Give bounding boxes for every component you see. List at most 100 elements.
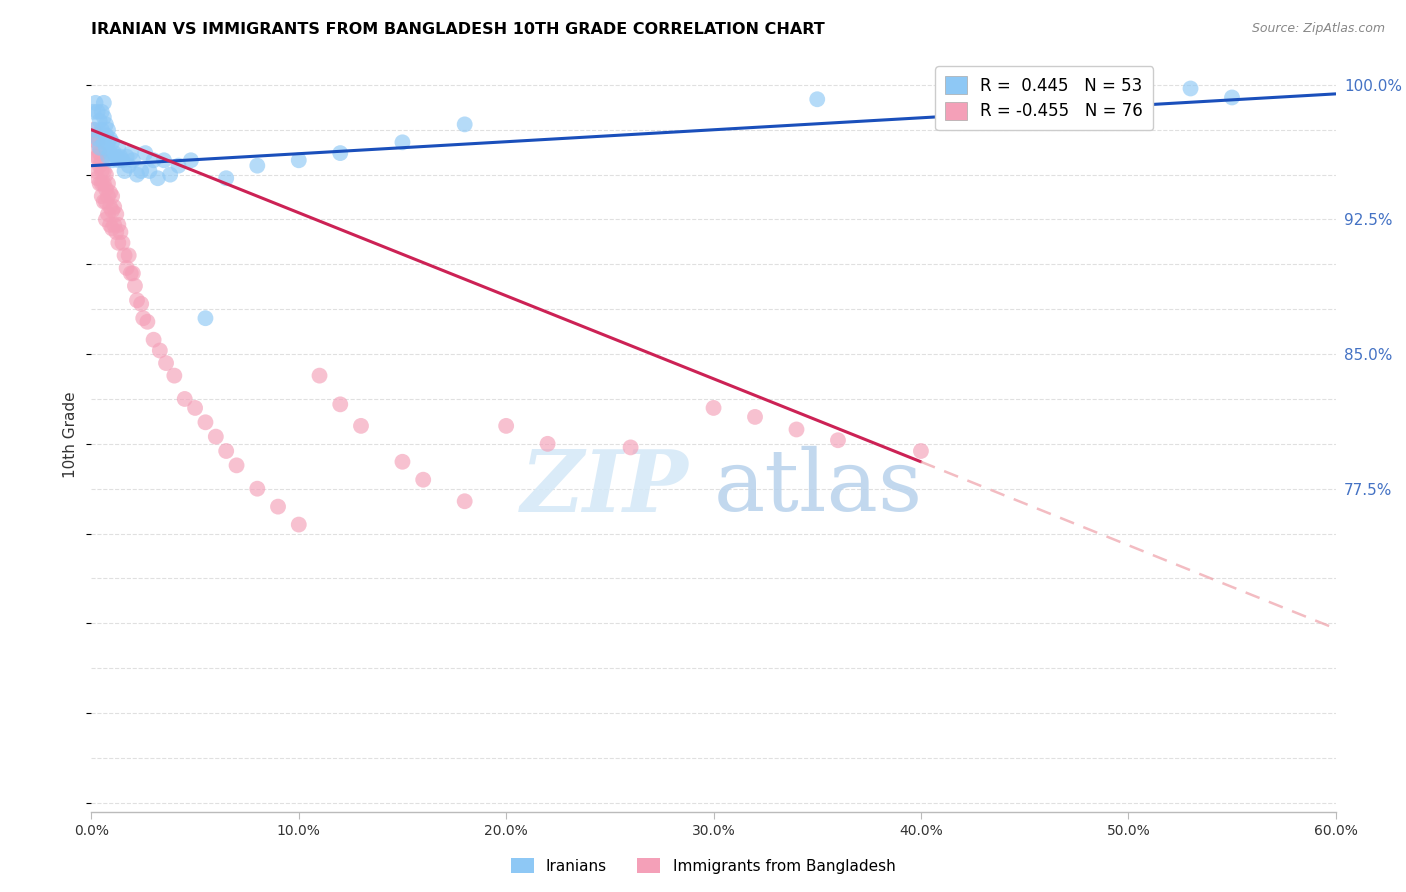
Point (827, 434, 849, 448)
Point (184, 401, 207, 415)
Point (391, 136, 413, 150)
Point (93, 136, 115, 150)
Point (84, 150, 107, 164)
Point (94, 128, 117, 143)
Point (101, 136, 124, 150)
Point (97, 177, 120, 191)
Point (125, 293, 148, 308)
Point (1220, 90, 1243, 104)
Point (142, 333, 165, 347)
Point (97, 150, 120, 164)
Point (121, 266, 145, 280)
Point (103, 218, 125, 232)
Point (84, 128, 107, 143)
Point (89, 146, 111, 161)
Point (159, 168, 181, 182)
Point (94, 141, 117, 155)
Point (82, 104, 104, 119)
Point (118, 248, 141, 262)
Point (167, 159, 190, 173)
Point (84, 95, 107, 110)
Point (111, 153, 134, 168)
Point (267, 500, 290, 514)
Point (93, 164, 115, 178)
Point (111, 235, 134, 250)
Point (194, 415, 217, 429)
Point (94, 194, 117, 209)
Point (205, 430, 228, 444)
Point (97, 122, 120, 136)
Point (105, 225, 128, 239)
Point (453, 117, 475, 131)
Point (146, 171, 169, 186)
Point (138, 164, 160, 178)
Point (785, 422, 807, 436)
Point (86, 104, 108, 119)
Point (101, 203, 124, 218)
Point (103, 146, 125, 161)
Y-axis label: 10th Grade: 10th Grade (63, 392, 79, 478)
Point (153, 153, 176, 168)
Text: atlas: atlas (713, 446, 922, 529)
Point (194, 311, 217, 326)
Point (89, 113, 111, 128)
Point (702, 401, 725, 415)
Point (89, 141, 111, 155)
Point (107, 141, 129, 155)
Point (308, 368, 330, 383)
Point (94, 212, 117, 227)
Point (90, 122, 112, 136)
Point (93, 110, 115, 124)
Point (86, 136, 108, 150)
Point (391, 455, 413, 469)
Point (129, 297, 152, 311)
Point (155, 356, 177, 370)
Point (118, 159, 141, 173)
Point (89, 177, 111, 191)
Point (180, 153, 202, 168)
Text: Source: ZipAtlas.com: Source: ZipAtlas.com (1251, 22, 1385, 36)
Point (82, 122, 104, 136)
Point (86, 150, 108, 164)
Point (82, 136, 104, 150)
Point (93, 177, 115, 191)
Point (412, 473, 434, 487)
Text: ZIP: ZIP (520, 446, 689, 529)
Point (121, 153, 145, 168)
Point (536, 437, 558, 451)
Point (98, 132, 121, 146)
Point (744, 409, 766, 424)
Point (495, 418, 517, 433)
Point (287, 153, 309, 168)
Point (97, 207, 120, 221)
Point (86, 171, 108, 186)
Point (94, 168, 117, 182)
Point (93, 95, 115, 110)
Point (215, 171, 238, 186)
Point (90, 177, 112, 191)
Point (453, 494, 475, 508)
Point (125, 168, 148, 182)
Point (97, 136, 120, 150)
Point (225, 458, 247, 473)
Point (107, 235, 129, 250)
Point (107, 218, 129, 232)
Point (619, 441, 641, 455)
Point (90, 104, 112, 119)
Point (93, 194, 115, 209)
Point (129, 164, 152, 178)
Point (105, 207, 128, 221)
Point (90, 153, 112, 168)
Point (94, 117, 117, 131)
Point (101, 153, 124, 168)
Point (120, 146, 142, 161)
Point (101, 221, 124, 235)
Point (105, 150, 128, 164)
Point (86, 132, 108, 146)
Point (84, 122, 107, 136)
Point (98, 146, 121, 161)
Point (110, 225, 132, 239)
Point (98, 186, 121, 200)
Point (215, 444, 238, 458)
Point (134, 146, 156, 161)
